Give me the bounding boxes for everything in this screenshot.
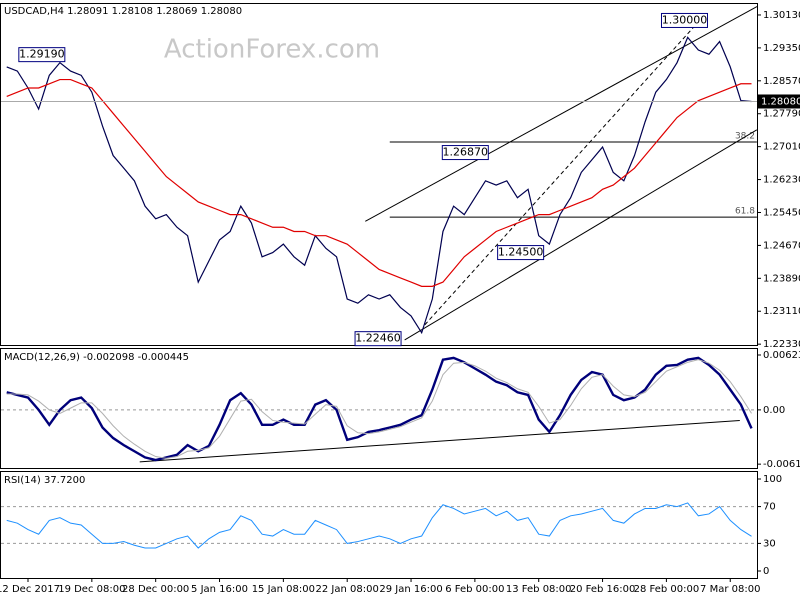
y-tick-label: 0.006232 [763,350,800,361]
x-tick-label: 5 Jan 16:00 [191,584,248,595]
series-line [6,502,752,549]
y-tick-label: 1.23890 [763,273,800,284]
x-tick-label: 28 Dec 00:00 [122,584,189,595]
price-tag-label: 1.29190 [19,48,65,61]
y-tick-label: 1.24670 [763,240,800,251]
price-tag-label: 1.22460 [355,332,401,345]
trend-line [424,19,701,326]
trend-line [139,419,740,463]
series-line [6,78,752,287]
x-tick-label: 22 Jan 08:00 [316,584,379,595]
price-tag [18,47,66,63]
x-tick-label: 28 Feb 00:00 [634,584,700,595]
x-tick-label: 20 Feb 16:00 [570,584,636,595]
x-tick-label: 6 Feb 00:00 [445,584,504,595]
y-tick-label: 1.30130 [763,10,800,21]
series-line [6,356,753,462]
macd-panel [0,348,758,469]
series-line [6,36,752,335]
y-tick-label: 1.29350 [763,43,800,54]
price-title: USDCAD,H4 1.28091 1.28108 1.28069 1.2808… [4,6,242,17]
price-tag-label: 1.30000 [662,13,708,26]
price-tag [441,145,489,161]
y-tick-label: -0.006163 [763,459,800,470]
y-tick-label: 1.28570 [763,76,800,87]
trend-line [404,129,758,341]
watermark: ActionForex.com [164,35,380,65]
fib-label: 61.8 [735,207,755,217]
price-tag [497,245,545,261]
rsi-panel [0,471,758,579]
y-tick-label: 70 [763,502,776,513]
rsi-title: RSI(14) 37.7200 [4,475,85,486]
price-tag-label: 1.26870 [443,146,489,159]
price-tag [660,12,708,28]
y-tick-label: 1.22330 [763,339,800,350]
y-tick-label: 30 [763,538,776,549]
series-line [6,359,752,459]
x-tick-label: 29 Jan 16:00 [379,584,442,595]
x-tick-label: 12 Dec 2017 [0,584,60,595]
current-box [758,94,800,109]
x-tick-label: 13 Feb 08:00 [506,584,572,595]
x-tick-label: 19 Dec 08:00 [58,584,125,595]
current-label: 1.28080 [761,96,800,107]
macd-title: MACD(12,26,9) -0.002098 -0.000445 [4,352,189,363]
y-tick-label: 1.25450 [763,207,800,218]
price-tag [354,331,402,347]
y-tick-label: 1.27790 [763,109,800,120]
y-tick-label: 1.26230 [763,175,800,186]
y-tick-label: 0 [763,566,769,577]
y-tick-label: 1.27010 [763,142,800,153]
y-tick-label: 0.00 [763,405,785,416]
price-tag-label: 1.24500 [498,246,544,259]
x-tick-label: 7 Mar 08:00 [700,584,760,595]
x-tick-label: 15 Jan 08:00 [252,584,315,595]
y-tick-label: 100 [763,474,782,485]
y-tick-label: 1.23110 [763,306,800,317]
